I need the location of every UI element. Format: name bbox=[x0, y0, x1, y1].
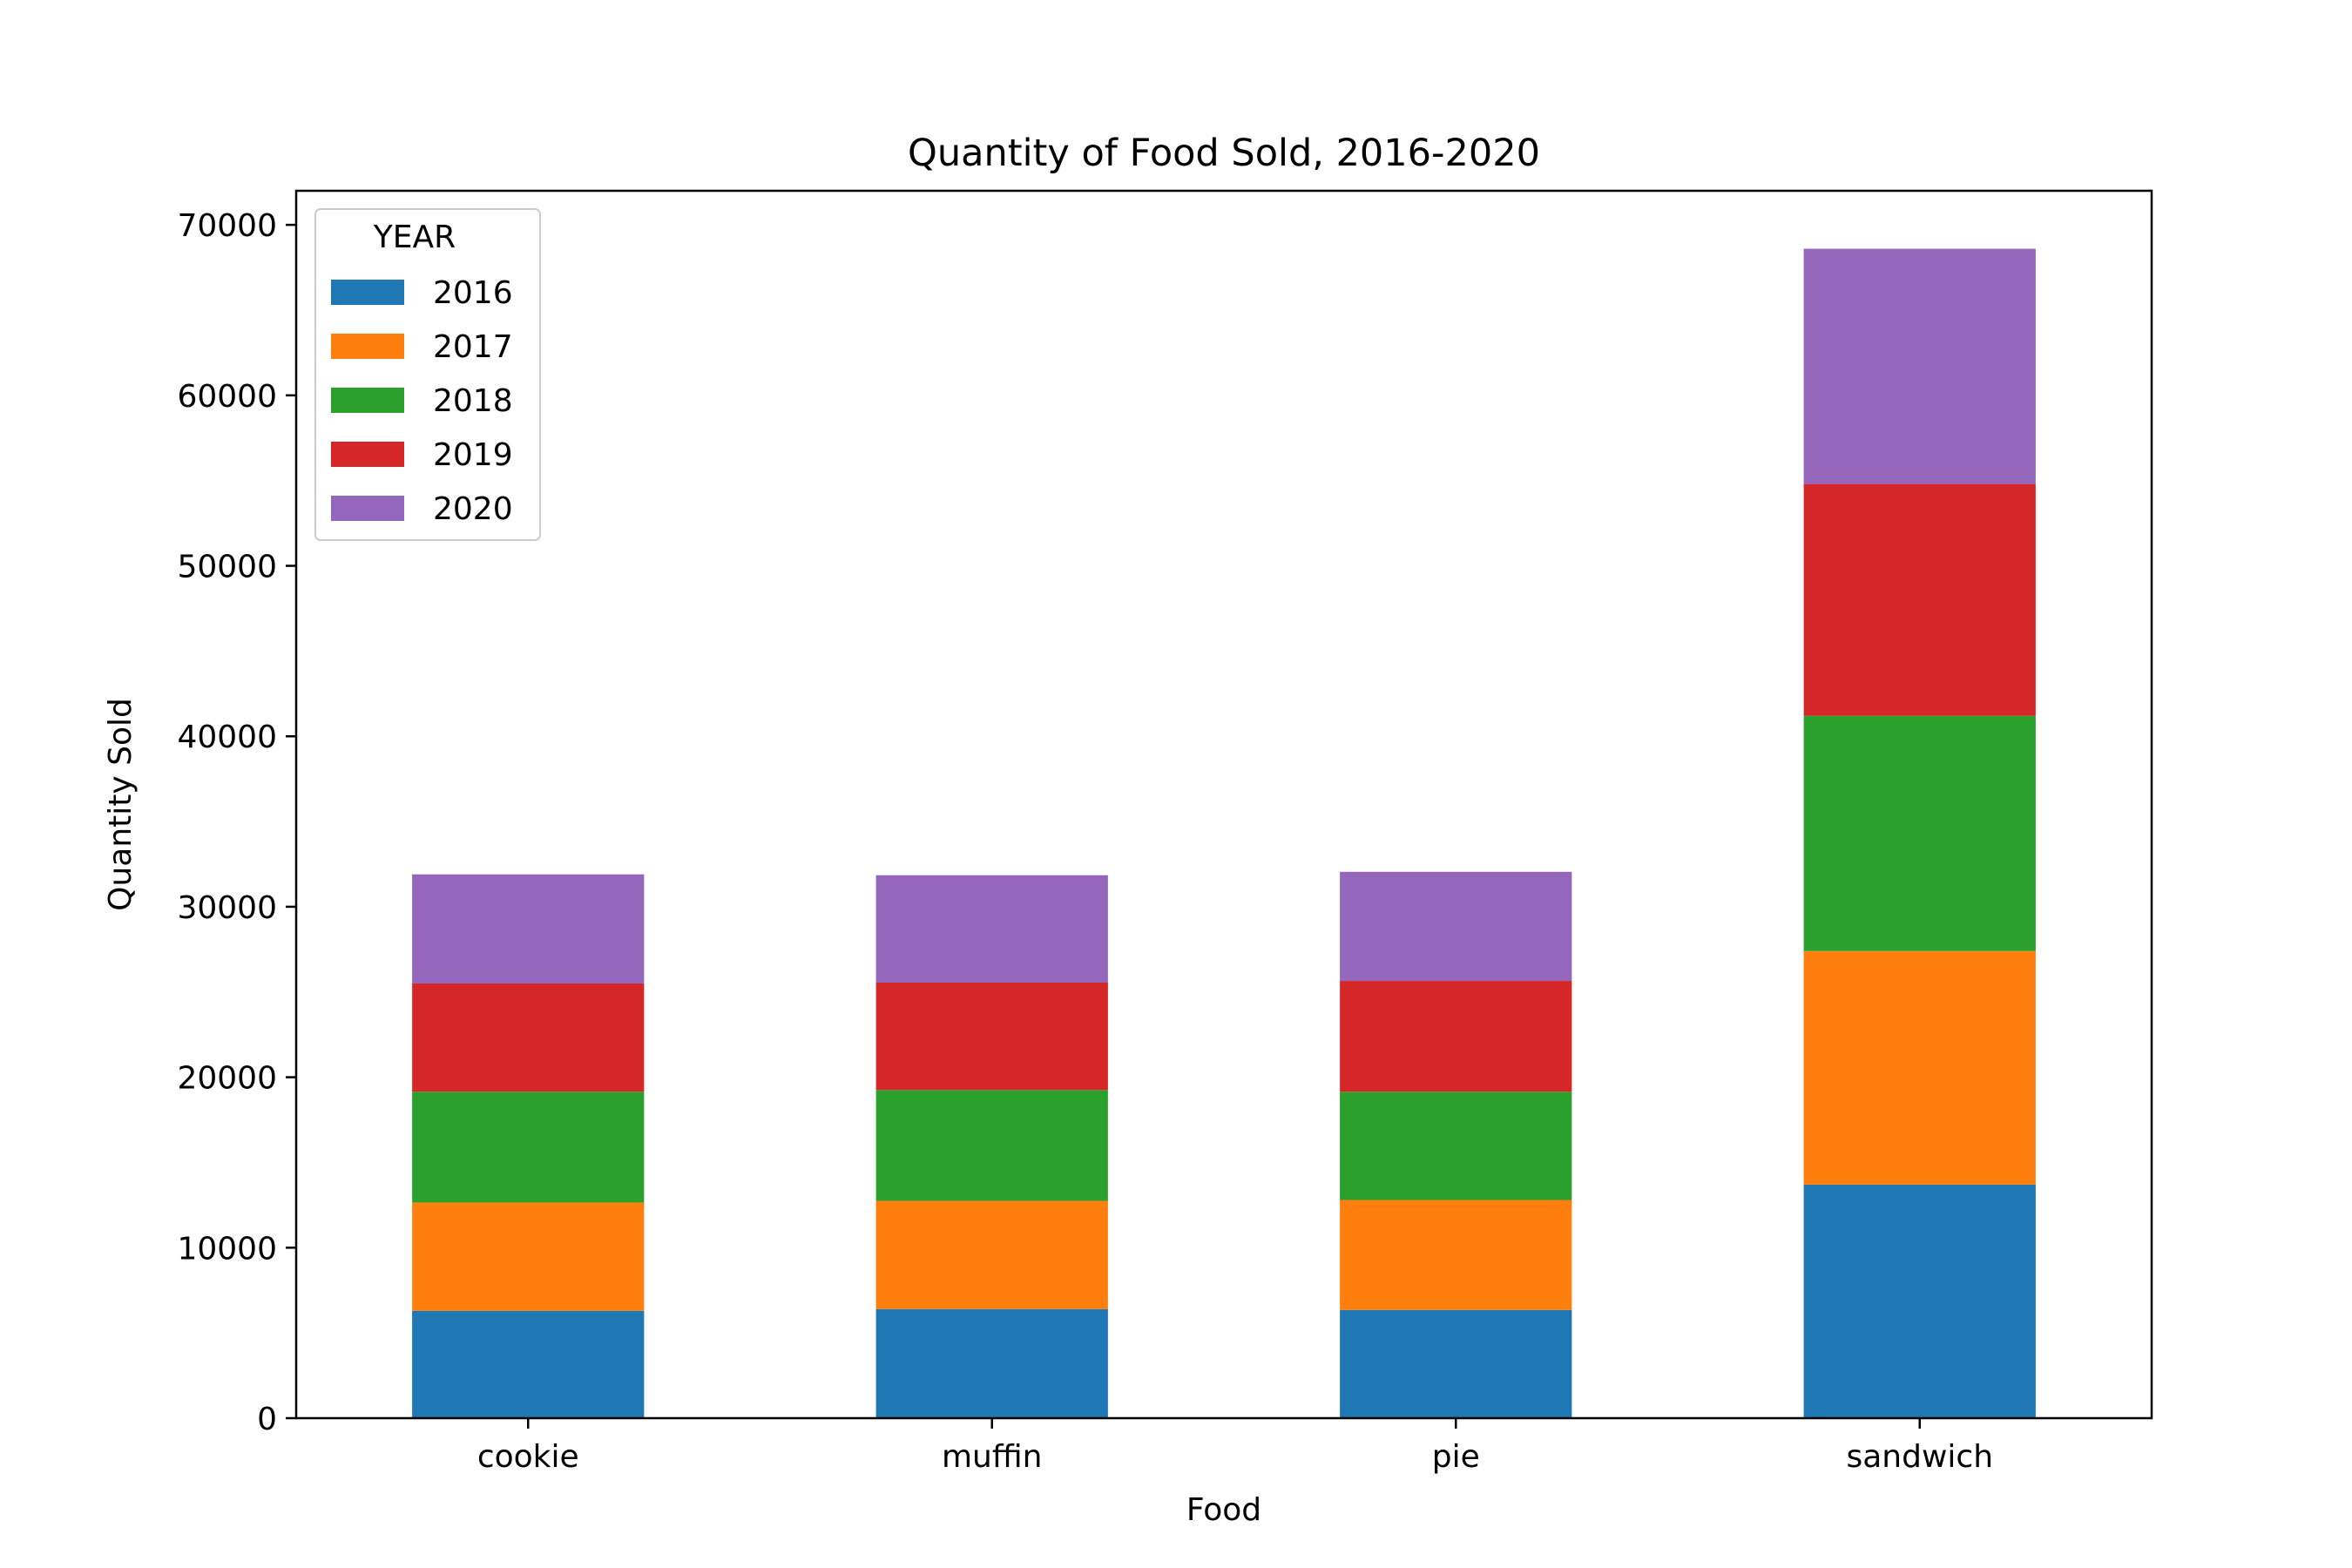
bar-pie-2017 bbox=[1340, 1200, 1572, 1310]
x-axis: cookie muffin pie sandwich bbox=[477, 1418, 1993, 1475]
bar-muffin-2017 bbox=[875, 1200, 1108, 1309]
legend-label-2017: 2017 bbox=[433, 329, 513, 365]
y-tick-label: 70000 bbox=[177, 208, 277, 244]
bar-muffin-2016 bbox=[875, 1308, 1108, 1418]
bar-sandwich-2017 bbox=[1803, 950, 2036, 1185]
legend-swatch-2017 bbox=[331, 334, 404, 359]
bar-pie-2016 bbox=[1340, 1309, 1572, 1418]
bar-pie-2019 bbox=[1340, 981, 1572, 1092]
y-tick-label: 60000 bbox=[177, 379, 277, 415]
x-tick-label-cookie: cookie bbox=[477, 1439, 579, 1475]
y-tick-label: 0 bbox=[257, 1402, 277, 1437]
bar-cookie-2017 bbox=[412, 1202, 645, 1311]
legend-title: YEAR bbox=[373, 220, 456, 255]
bar-sandwich-2019 bbox=[1803, 483, 2036, 716]
legend: YEAR 2016 2017 2018 2019 2020 bbox=[314, 208, 541, 541]
bar-muffin-2020 bbox=[875, 875, 1108, 983]
bar-sandwich-2016 bbox=[1803, 1184, 2036, 1418]
legend-items: 2016 2017 2018 2019 2020 bbox=[331, 275, 513, 527]
bar-sandwich-2020 bbox=[1803, 248, 2036, 484]
bar-pie-2018 bbox=[1340, 1092, 1572, 1200]
y-tick-label: 40000 bbox=[177, 720, 277, 755]
bar-muffin-2018 bbox=[875, 1090, 1108, 1201]
y-tick-label: 30000 bbox=[177, 890, 277, 926]
bar-muffin-2019 bbox=[875, 983, 1108, 1091]
bar-cookie-2016 bbox=[412, 1310, 645, 1418]
plot-frame bbox=[294, 189, 2153, 1420]
bar-cookie-2020 bbox=[412, 874, 645, 983]
bar-sandwich-2018 bbox=[1803, 715, 2036, 951]
x-tick-label-sandwich: sandwich bbox=[1846, 1439, 1993, 1475]
legend-label-2020: 2020 bbox=[433, 491, 513, 527]
legend-swatch-2020 bbox=[331, 496, 404, 521]
chart-title: Quantity of Food Sold, 2016-2020 bbox=[908, 132, 1540, 175]
legend-swatch-2018 bbox=[331, 388, 404, 413]
legend-swatch-2016 bbox=[331, 280, 404, 305]
bar-pie-2020 bbox=[1340, 871, 1572, 982]
y-axis: 0 10000 20000 30000 40000 50000 60000 70000 bbox=[177, 208, 296, 1437]
y-axis-title: Quantity Sold bbox=[103, 698, 139, 911]
bars-group bbox=[412, 248, 2036, 1418]
y-tick-label: 10000 bbox=[177, 1231, 277, 1267]
y-tick-label: 20000 bbox=[177, 1061, 277, 1097]
legend-label-2019: 2019 bbox=[433, 437, 513, 473]
x-tick-label-muffin: muffin bbox=[942, 1439, 1043, 1475]
legend-swatch-2019 bbox=[331, 442, 404, 467]
legend-label-2018: 2018 bbox=[433, 383, 513, 419]
x-tick-label-pie: pie bbox=[1432, 1439, 1480, 1475]
legend-label-2016: 2016 bbox=[433, 275, 513, 311]
y-tick-label: 50000 bbox=[177, 550, 277, 585]
x-axis-title: Food bbox=[1186, 1492, 1261, 1528]
bar-cookie-2018 bbox=[412, 1092, 645, 1203]
bar-cookie-2019 bbox=[412, 983, 645, 1092]
legend-box bbox=[314, 208, 541, 541]
